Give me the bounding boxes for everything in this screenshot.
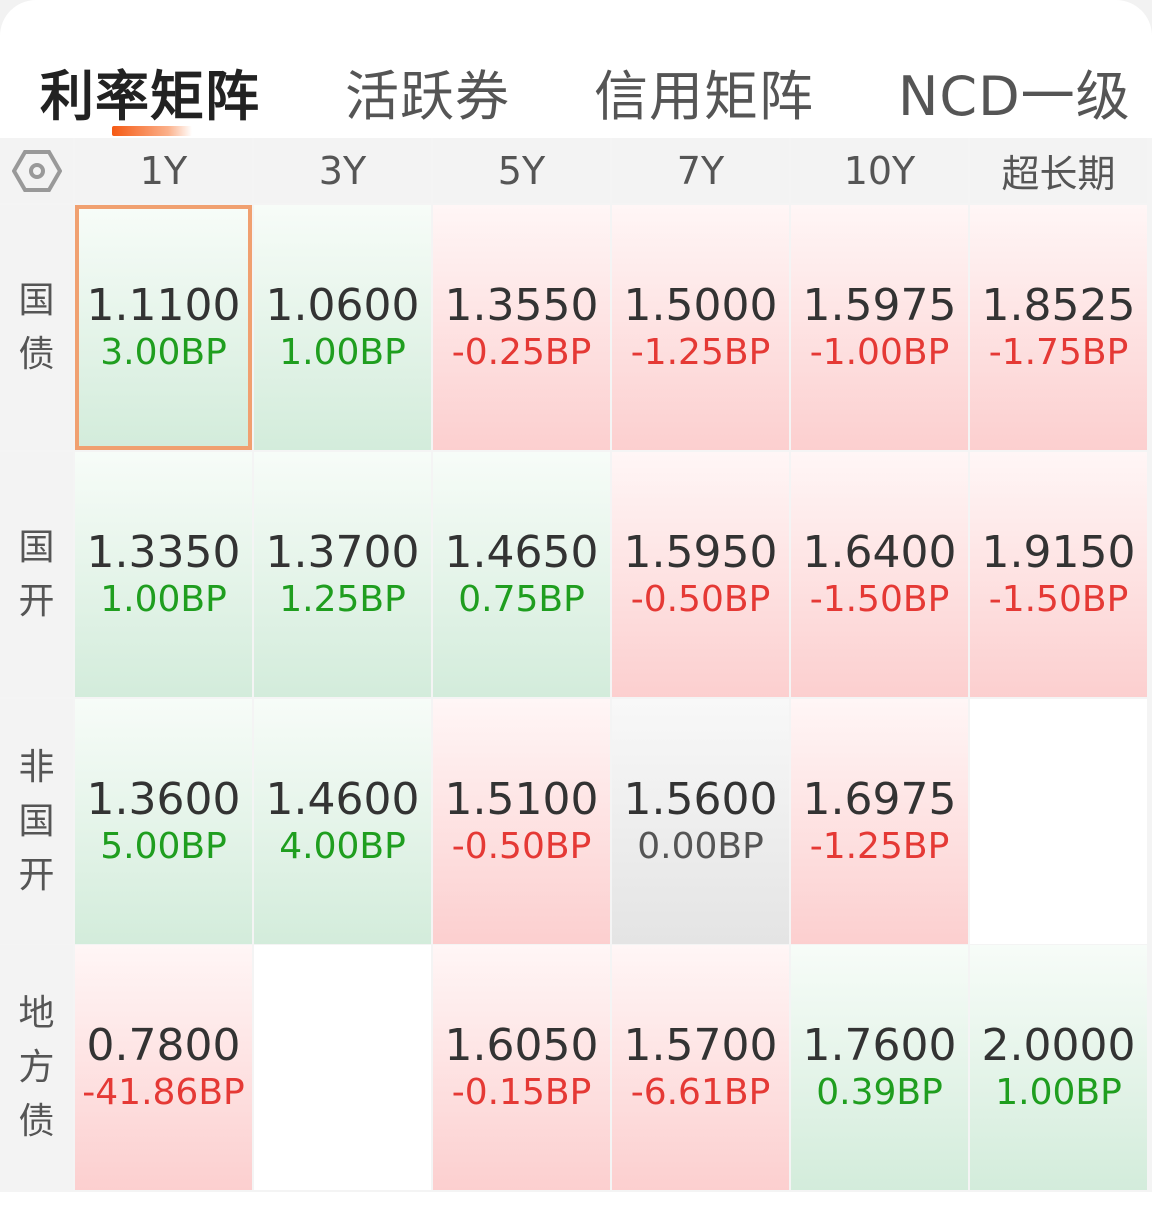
matrix-cell[interactable]: 1.6400 -1.50BP	[791, 452, 968, 697]
yield-value: 1.5700	[623, 1019, 778, 1071]
yield-change: -1.75BP	[988, 331, 1129, 373]
yield-change: -1.25BP	[630, 331, 771, 373]
yield-value: 1.6975	[802, 773, 957, 825]
yield-value: 1.3350	[86, 526, 241, 578]
yield-change: 1.00BP	[995, 1071, 1122, 1113]
yield-change: 5.00BP	[100, 825, 227, 867]
matrix-cell	[254, 945, 431, 1190]
rate-matrix-grid: 1Y 3Y 5Y 7Y 10Y 超长期 国债 1.1100 3.00BP 1.0600 1.00BP…	[0, 138, 1152, 1192]
matrix-cell[interactable]: 1.3550 -0.25BP	[433, 205, 610, 450]
tab-credit-matrix[interactable]: 信用矩阵	[594, 65, 814, 128]
yield-change: -0.50BP	[630, 578, 771, 620]
column-header-1Y[interactable]: 1Y	[75, 138, 252, 203]
yield-value: 0.7800	[86, 1019, 241, 1071]
yield-value: 1.9150	[981, 526, 1136, 578]
matrix-cell[interactable]: 1.3350 1.00BP	[75, 452, 252, 697]
matrix-cell[interactable]: 1.3700 1.25BP	[254, 452, 431, 697]
row-label: 国开	[0, 452, 73, 697]
yield-change: -1.25BP	[809, 825, 950, 867]
yield-value: 1.4600	[265, 773, 420, 825]
yield-value: 1.4650	[444, 526, 599, 578]
matrix-cell[interactable]: 1.8525 -1.75BP	[970, 205, 1147, 450]
tab-active-bonds[interactable]: 活跃券	[345, 65, 510, 128]
matrix-cell[interactable]: 1.4650 0.75BP	[433, 452, 610, 697]
yield-value: 1.7600	[802, 1019, 957, 1071]
row-label: 国债	[0, 205, 73, 450]
yield-change: -6.61BP	[630, 1071, 771, 1113]
column-header-7Y[interactable]: 7Y	[612, 138, 789, 203]
row-label-text: 国债	[18, 279, 55, 375]
matrix-cell[interactable]: 1.9150 -1.50BP	[970, 452, 1147, 697]
yield-value: 1.6400	[802, 526, 957, 578]
yield-change: -0.15BP	[451, 1071, 592, 1113]
matrix-cell[interactable]: 1.7600 0.39BP	[791, 945, 968, 1190]
yield-value: 1.8525	[981, 279, 1136, 331]
yield-change: 1.25BP	[279, 578, 406, 620]
yield-change: -0.25BP	[451, 331, 592, 373]
row-label-text: 国开	[18, 526, 55, 622]
yield-change: -1.50BP	[988, 578, 1129, 620]
row-label: 非国开	[0, 699, 73, 944]
hexagon-settings-icon	[11, 149, 62, 192]
column-header-10Y[interactable]: 10Y	[791, 138, 968, 203]
yield-value: 1.5950	[623, 526, 778, 578]
row-label-text: 地方债	[18, 992, 55, 1142]
yield-change: 1.00BP	[100, 578, 227, 620]
matrix-cell[interactable]: 1.5950 -0.50BP	[612, 452, 789, 697]
matrix-cell[interactable]: 1.5100 -0.50BP	[433, 699, 610, 944]
yield-change: -41.86BP	[82, 1071, 245, 1113]
row-label: 地方债	[0, 945, 73, 1190]
yield-value: 1.5100	[444, 773, 599, 825]
yield-value: 1.5600	[623, 773, 778, 825]
yield-change: -1.00BP	[809, 331, 950, 373]
column-header-超长期[interactable]: 超长期	[970, 138, 1147, 203]
tab-bar: 利率矩阵 活跃券 信用矩阵 NCD一级	[0, 40, 1152, 136]
yield-change: 0.39BP	[816, 1071, 943, 1113]
yield-value: 1.1100	[86, 279, 241, 331]
matrix-cell[interactable]: 1.1100 3.00BP	[75, 205, 252, 450]
matrix-cell[interactable]: 0.7800 -41.86BP	[75, 945, 252, 1190]
matrix-cell	[970, 699, 1147, 944]
active-tab-indicator	[112, 126, 192, 136]
yield-value: 1.0600	[265, 279, 420, 331]
matrix-cell[interactable]: 1.6975 -1.25BP	[791, 699, 968, 944]
matrix-cell[interactable]: 1.5700 -6.61BP	[612, 945, 789, 1190]
yield-value: 1.3550	[444, 279, 599, 331]
column-header-3Y[interactable]: 3Y	[254, 138, 431, 203]
yield-value: 2.0000	[981, 1019, 1136, 1071]
yield-value: 1.5000	[623, 279, 778, 331]
yield-value: 1.3700	[265, 526, 420, 578]
tab-ncd-primary[interactable]: NCD一级	[898, 65, 1131, 128]
yield-change: 4.00BP	[279, 825, 406, 867]
matrix-cell[interactable]: 1.3600 5.00BP	[75, 699, 252, 944]
settings-button[interactable]	[0, 138, 73, 203]
yield-change: 0.00BP	[637, 825, 764, 867]
matrix-cell[interactable]: 2.0000 1.00BP	[970, 945, 1147, 1190]
yield-change: -1.50BP	[809, 578, 950, 620]
matrix-cell[interactable]: 1.5975 -1.00BP	[791, 205, 968, 450]
tab-rate-matrix[interactable]: 利率矩阵	[40, 65, 260, 128]
column-header-5Y[interactable]: 5Y	[433, 138, 610, 203]
yield-value: 1.5975	[802, 279, 957, 331]
matrix-cell[interactable]: 1.0600 1.00BP	[254, 205, 431, 450]
yield-value: 1.3600	[86, 773, 241, 825]
yield-change: -0.50BP	[451, 825, 592, 867]
matrix-cell[interactable]: 1.4600 4.00BP	[254, 699, 431, 944]
yield-change: 1.00BP	[279, 331, 406, 373]
yield-value: 1.6050	[444, 1019, 599, 1071]
yield-change: 0.75BP	[458, 578, 585, 620]
matrix-cell[interactable]: 1.6050 -0.15BP	[433, 945, 610, 1190]
row-label-text: 非国开	[18, 746, 55, 896]
matrix-cell[interactable]: 1.5000 -1.25BP	[612, 205, 789, 450]
yield-change: 3.00BP	[100, 331, 227, 373]
matrix-cell[interactable]: 1.5600 0.00BP	[612, 699, 789, 944]
